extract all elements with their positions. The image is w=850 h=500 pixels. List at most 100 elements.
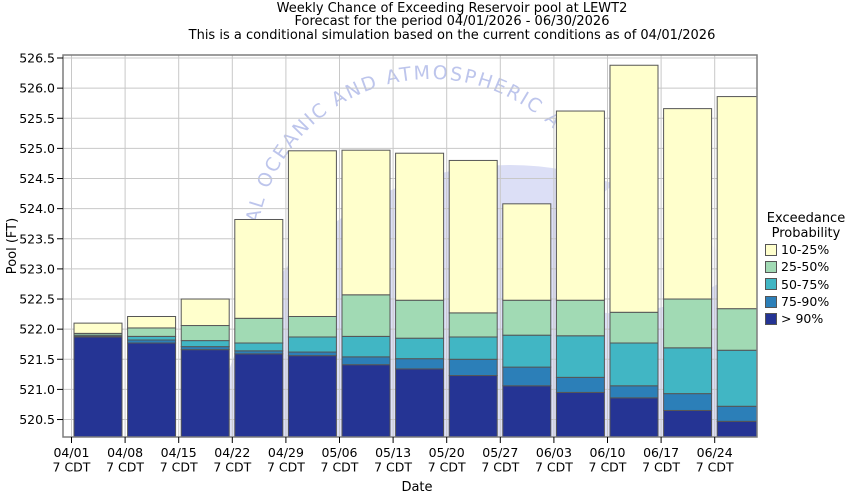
- bar-segment: [395, 358, 445, 370]
- x-tick-label-time: 7 CDT: [642, 460, 680, 475]
- bar-segment: [180, 340, 230, 348]
- y-axis: 520.5 521.0 521.5 522.0 522.5 523.0 523.5 524.0…: [19, 51, 63, 427]
- bar-segment: [180, 325, 230, 342]
- bar-segment: [609, 397, 659, 437]
- legend-swatch-25-50: [765, 260, 777, 273]
- y-tick-label: 521.0: [19, 382, 55, 397]
- x-tick-label-time: 7 CDT: [321, 460, 359, 475]
- bar-segment: [448, 358, 498, 377]
- x-tick-label-date: 06/10: [589, 445, 625, 460]
- x-tick-label-time: 7 CDT: [589, 460, 627, 475]
- bar-segment: [234, 353, 284, 437]
- chart-title-line-3: This is a conditional simulation based o…: [188, 27, 716, 43]
- bar-segment: [287, 315, 337, 338]
- bar-segment: [395, 337, 445, 360]
- bar-segment: [502, 299, 552, 336]
- bar-segment: [395, 368, 445, 437]
- bar-04-08: [127, 315, 177, 437]
- legend-entry-50-75: 50-75%: [762, 276, 850, 293]
- bar-segment: [502, 334, 552, 368]
- bar-segment: [663, 409, 713, 437]
- bar-segment: [127, 315, 177, 329]
- x-tick-label-date: 06/03: [536, 445, 572, 460]
- bar-segment: [287, 355, 337, 437]
- chart-title-line-1: Weekly Chance of Exceeding Reservoir poo…: [276, 1, 628, 16]
- x-tick-label-time: 7 CDT: [106, 460, 144, 475]
- legend-label-10-25: 10-25%: [781, 242, 830, 258]
- bar-segment: [341, 335, 391, 358]
- bar-segment: [180, 349, 230, 437]
- bar-segment: [73, 322, 123, 334]
- bar-04-15: [180, 298, 230, 437]
- x-tick-label-time: 7 CDT: [213, 460, 251, 475]
- bar-05-06: [341, 149, 391, 437]
- legend-label-50-75: 50-75%: [781, 276, 830, 292]
- y-tick-label: 521.5: [19, 352, 55, 367]
- y-tick-label: 524.0: [19, 201, 55, 216]
- bar-segment: [555, 299, 605, 337]
- bar-04-01: [73, 322, 123, 437]
- legend-title-line-2: Probability: [771, 226, 841, 241]
- y-tick-label: 522.5: [19, 292, 55, 307]
- y-tick-label: 523.5: [19, 231, 55, 246]
- y-tick-label: 520.5: [19, 412, 55, 427]
- x-tick-label-date: 04/01: [53, 445, 89, 460]
- x-tick-label-date: 04/08: [107, 445, 143, 460]
- bar-06-17: [663, 108, 713, 437]
- bar-segment: [395, 299, 445, 339]
- chart-title-line-2: Forecast for the period 04/01/2026 - 06/…: [294, 14, 610, 30]
- y-tick-label: 523.0: [19, 261, 55, 276]
- bar-segment: [127, 335, 177, 341]
- bar-segment: [448, 336, 498, 360]
- bar-segment: [341, 149, 391, 296]
- bar-segment: [341, 356, 391, 366]
- y-tick-label: 526.0: [19, 81, 55, 96]
- bar-segment: [663, 298, 713, 349]
- legend-entry-75-90: 75-90%: [762, 293, 850, 310]
- y-tick-label: 525.0: [19, 141, 55, 156]
- bar-segment: [716, 420, 757, 437]
- legend-swatch-10-25: [765, 243, 777, 256]
- bar-segment: [716, 308, 757, 351]
- bar-06-24: [716, 96, 757, 437]
- bar-segment: [716, 349, 757, 407]
- bar-segment: [287, 150, 337, 317]
- x-tick-label-time: 7 CDT: [53, 460, 91, 475]
- bar-segment: [609, 311, 659, 344]
- bar-segment: [716, 405, 757, 422]
- y-axis-title: Pool (FT): [5, 218, 20, 274]
- bar-segment: [555, 110, 605, 301]
- legend-swatch-gt-90: [765, 312, 777, 325]
- bar-05-13: [395, 152, 445, 437]
- legend-entry-25-50: 25-50%: [762, 258, 850, 275]
- x-tick-label-date: 05/06: [321, 445, 357, 460]
- bar-segment: [341, 364, 391, 437]
- y-tick-label: 522.0: [19, 322, 55, 337]
- x-tick-label-date: 05/27: [482, 445, 518, 460]
- x-tick-label-date: 06/24: [697, 445, 733, 460]
- legend-entry-10-25: 10-25%: [762, 241, 850, 258]
- legend-swatch-75-90: [765, 295, 777, 308]
- x-tick-label-time: 7 CDT: [696, 460, 734, 475]
- bars-group: [73, 64, 757, 437]
- bar-segment: [663, 393, 713, 411]
- x-tick-label-time: 7 CDT: [428, 460, 466, 475]
- legend-swatch-50-75: [765, 278, 777, 291]
- bar-segment: [127, 342, 177, 437]
- bar-segment: [502, 385, 552, 437]
- bar-06-10: [609, 64, 659, 437]
- legend-label-75-90: 75-90%: [781, 294, 830, 310]
- bar-segment: [341, 294, 391, 337]
- chart-title-block: Weekly Chance of Exceeding Reservoir poo…: [55, 1, 849, 43]
- bar-segment: [448, 312, 498, 338]
- bar-segment: [287, 351, 337, 357]
- bar-segment: [448, 159, 498, 314]
- bar-segment: [555, 391, 605, 437]
- bar-05-27: [502, 203, 552, 437]
- bar-segment: [716, 96, 757, 310]
- bar-segment: [234, 317, 284, 344]
- bar-segment: [395, 152, 445, 301]
- bar-segment: [555, 376, 605, 393]
